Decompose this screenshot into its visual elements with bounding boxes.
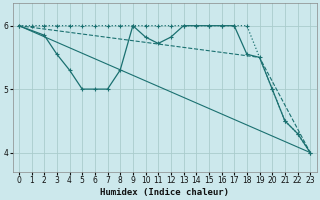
X-axis label: Humidex (Indice chaleur): Humidex (Indice chaleur) xyxy=(100,188,229,197)
